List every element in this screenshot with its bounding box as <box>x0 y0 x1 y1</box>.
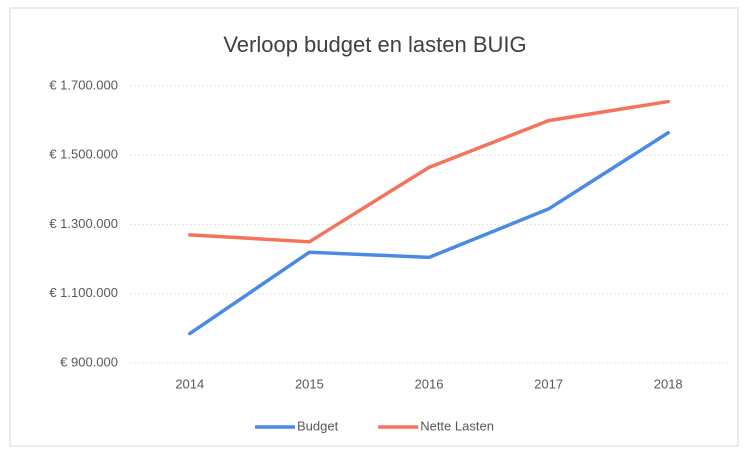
series-line <box>188 130 670 336</box>
legend-label: Nette Lasten <box>420 418 494 433</box>
x-tick-label: 2018 <box>654 376 683 391</box>
x-tick-label: 2015 <box>295 376 324 391</box>
y-tick-label: € 1.300.000 <box>49 216 118 231</box>
chart-title: Verloop budget en lasten BUIG <box>223 32 526 57</box>
x-tick-label: 2014 <box>175 376 204 391</box>
legend-label: Budget <box>297 418 339 433</box>
series-line <box>188 99 670 244</box>
chart-frame <box>9 7 739 447</box>
y-tick-label: € 1.100.000 <box>49 285 118 300</box>
x-tick-label: 2017 <box>534 376 563 391</box>
y-tick-label: € 1.500.000 <box>49 147 118 162</box>
y-tick-label: € 900.000 <box>60 354 118 369</box>
y-tick-label: € 1.700.000 <box>49 77 118 92</box>
x-tick-label: 2016 <box>415 376 444 391</box>
